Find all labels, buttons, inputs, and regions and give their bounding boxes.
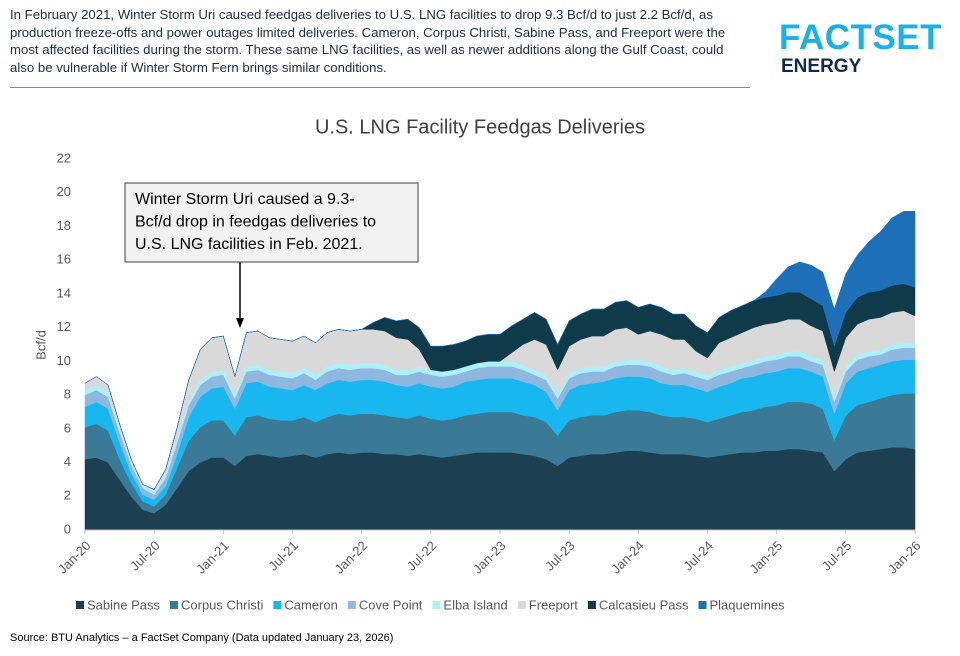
legend-item: Plaquemines [698, 597, 786, 612]
annotation-text: Bcf/d drop in feedgas deliveries to [135, 214, 376, 231]
x-tick-label: Jan-26 [885, 538, 924, 577]
annotation-text: Winter Storm Uri caused a 9.3- [135, 191, 355, 208]
y-tick-label: 12 [57, 319, 71, 334]
annotation-text: U.S. LNG facilities in Feb. 2021. [135, 236, 363, 253]
legend-item: Corpus Christi [170, 597, 263, 612]
x-tick-label: Jul-20 [127, 538, 163, 574]
legend-swatch [76, 601, 84, 609]
legend-item: Calcasieu Pass [587, 597, 689, 612]
y-tick-label: 18 [57, 218, 71, 233]
x-tick-label: Jan-25 [747, 538, 786, 577]
legend-swatch [170, 601, 178, 609]
annotation-arrowhead [236, 318, 244, 328]
legend-swatch [432, 601, 441, 609]
legend-item: Elba Island [432, 597, 508, 612]
y-axis-label: Bcf/d [33, 330, 48, 360]
legend-label: Elba Island [443, 597, 507, 612]
legend-item: Freeport [517, 597, 579, 612]
x-tick-label: Jan-24 [608, 538, 647, 577]
x-tick-label: Jan-21 [193, 538, 232, 577]
legend-item: Sabine Pass [76, 597, 160, 612]
x-tick-label: Jan-22 [332, 538, 371, 577]
legend-label: Corpus Christi [181, 597, 263, 612]
legend-swatch [347, 601, 356, 609]
area [84, 447, 916, 531]
x-tick-label: Jul-23 [542, 538, 578, 574]
y-tick-label: 22 [57, 150, 71, 165]
y-tick-label: 16 [57, 252, 71, 267]
legend-item: Cameron [273, 597, 338, 612]
y-tick-label: 10 [57, 353, 71, 368]
legend-label: Calcasieu Pass [599, 597, 689, 612]
legend-swatch [517, 601, 526, 609]
x-tick-label: Jul-24 [680, 538, 716, 574]
logo-sub: ENERGY [781, 56, 862, 77]
x-tick-label: Jan-20 [55, 538, 94, 577]
y-tick-label: 8 [64, 387, 71, 402]
y-tick-label: 20 [57, 184, 71, 199]
y-tick-label: 2 [64, 488, 71, 503]
area [84, 211, 916, 490]
x-tick-label: Jul-21 [265, 538, 301, 574]
x-tick-label: Jan-23 [470, 538, 509, 577]
logo: FACTSET [779, 18, 942, 57]
y-tick-label: 4 [64, 454, 71, 469]
legend-item: Cove Point [347, 597, 423, 612]
annotation-box [124, 182, 419, 263]
source: Source: BTU Analytics – a FactSet Compan… [10, 632, 394, 644]
legend-swatch [587, 601, 596, 609]
legend-swatch [273, 601, 282, 609]
legend-label: Cameron [284, 597, 337, 612]
chart: U.S. LNG Facility Feedgas Deliveries Bcf… [33, 116, 924, 612]
y-tick-label: 6 [64, 420, 71, 435]
legend-swatch [698, 601, 707, 609]
header-text: In February 2021, Winter Storm Uri cause… [10, 7, 726, 75]
y-tick-label: 0 [64, 521, 71, 536]
y-tick-label: 14 [57, 285, 71, 300]
legend-label: Sabine Pass [87, 597, 160, 612]
x-tick-label: Jul-25 [819, 538, 855, 574]
legend-label: Plaquemines [710, 597, 786, 612]
legend-label: Cove Point [359, 597, 423, 612]
legend-label: Freeport [529, 597, 579, 612]
x-tick-label: Jul-22 [404, 538, 440, 574]
chart-title: U.S. LNG Facility Feedgas Deliveries [315, 116, 645, 138]
header-rule [10, 87, 750, 88]
